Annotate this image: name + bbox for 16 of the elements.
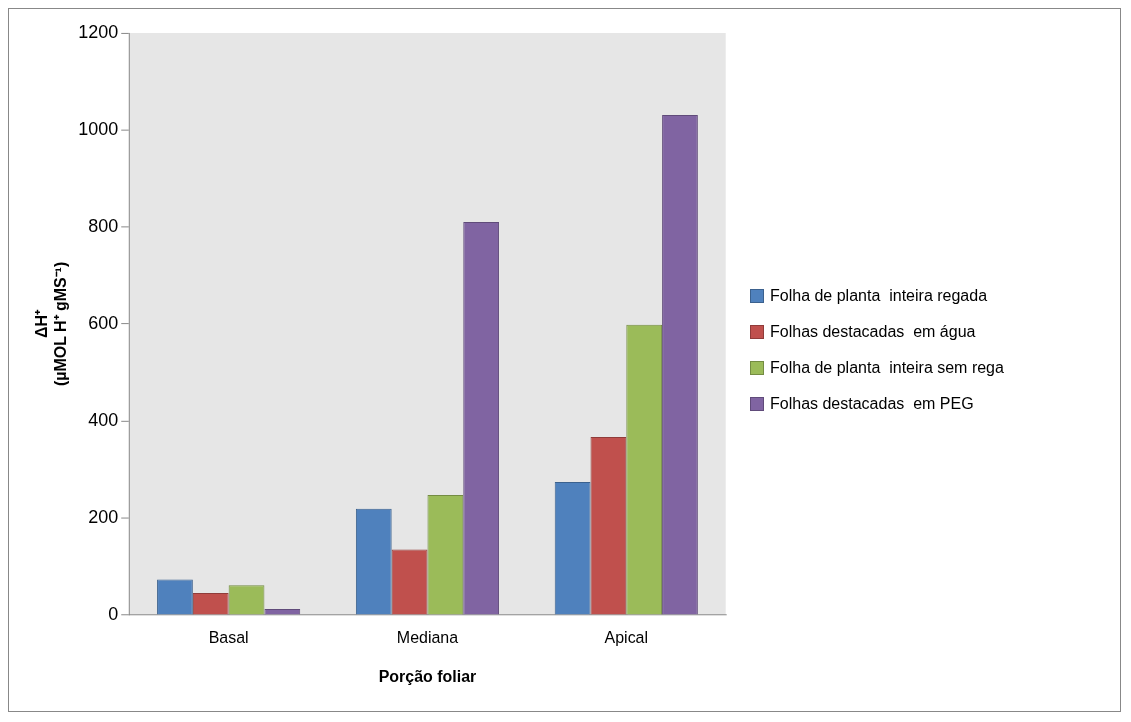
- legend-label: Folhas destacadas em água: [770, 323, 976, 341]
- x-tick-label: Basal: [208, 628, 249, 646]
- y-tick-label: 0: [108, 603, 119, 624]
- x-axis-title: Porção foliar: [378, 667, 477, 685]
- y-tick-label: 800: [88, 215, 119, 236]
- legend-label: Folhas destacadas em PEG: [770, 395, 974, 413]
- x-tick-label: Apical: [604, 628, 649, 646]
- y-tick-label: 1200: [78, 21, 119, 42]
- y-tick-label: 600: [88, 312, 119, 333]
- y-tick-label: 400: [88, 409, 119, 430]
- legend-label: Folha de planta inteira sem rega: [770, 359, 1004, 377]
- legend-label: Folha de planta inteira regada: [770, 287, 988, 305]
- x-tick-label: Mediana: [396, 628, 459, 646]
- y-tick-label: 200: [88, 506, 119, 527]
- y-tick-label: 1000: [78, 118, 119, 139]
- y-axis-title: ΔH⁺ (µMOL H⁺ gMS⁻¹): [32, 261, 70, 387]
